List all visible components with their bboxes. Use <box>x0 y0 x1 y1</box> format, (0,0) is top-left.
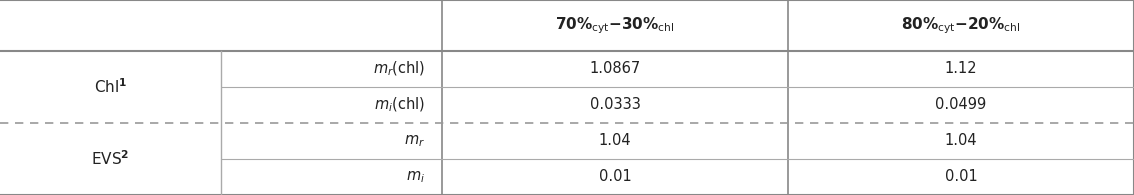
Text: 0.0499: 0.0499 <box>936 97 987 112</box>
Text: $m_r$$\mathrm{(chl)}$: $m_r$$\mathrm{(chl)}$ <box>373 59 425 78</box>
Text: Chl$^{\mathbf{1}}$: Chl$^{\mathbf{1}}$ <box>94 77 127 96</box>
Text: 0.0333: 0.0333 <box>590 97 641 112</box>
Text: 0.01: 0.01 <box>599 169 632 184</box>
Text: 1.0867: 1.0867 <box>590 61 641 76</box>
Text: $m_i$$\mathrm{(chl)}$: $m_i$$\mathrm{(chl)}$ <box>374 96 425 114</box>
Text: 1.12: 1.12 <box>945 61 978 76</box>
Text: EVS$^{\mathbf{2}}$: EVS$^{\mathbf{2}}$ <box>92 150 129 168</box>
Text: $m_r$: $m_r$ <box>404 133 425 149</box>
Text: 1.04: 1.04 <box>945 133 978 148</box>
Text: 1.04: 1.04 <box>599 133 632 148</box>
Text: $\mathbf{80\%_{\mathrm{cyt}}}$$\mathbf{-20\%_{\mathrm{chl}}}$: $\mathbf{80\%_{\mathrm{cyt}}}$$\mathbf{-… <box>902 15 1021 36</box>
Text: $\mathbf{70\%_{\mathrm{cyt}}}$$\mathbf{-30\%_{\mathrm{chl}}}$: $\mathbf{70\%_{\mathrm{cyt}}}$$\mathbf{-… <box>556 15 675 36</box>
Text: 0.01: 0.01 <box>945 169 978 184</box>
Text: $m_i$: $m_i$ <box>406 169 425 185</box>
